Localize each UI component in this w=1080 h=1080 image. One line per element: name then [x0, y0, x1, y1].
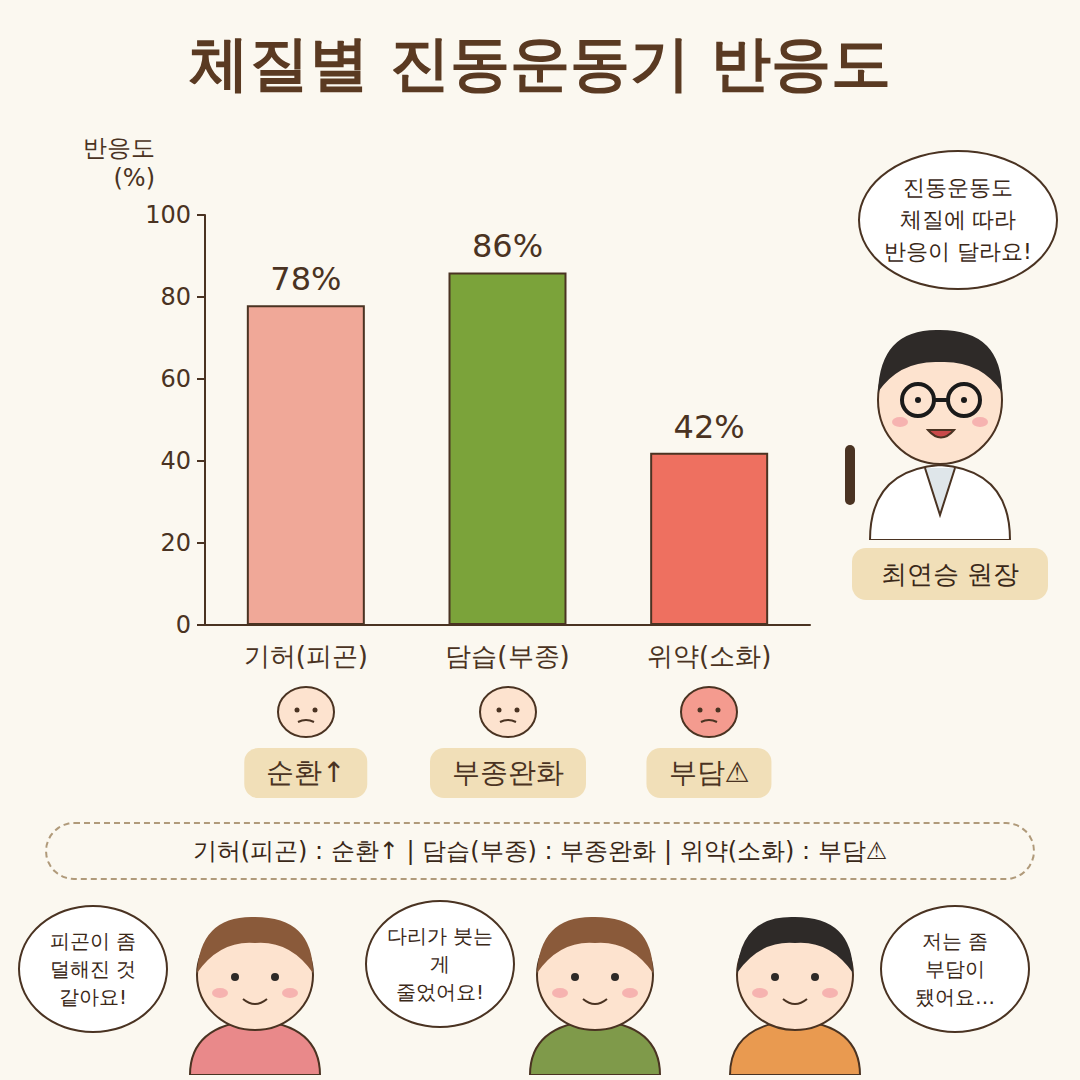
svg-text:(%): (%) — [113, 164, 155, 192]
svg-text:0: 0 — [176, 611, 191, 639]
svg-text:40: 40 — [160, 447, 191, 475]
svg-text:80: 80 — [160, 283, 191, 311]
svg-text:86%: 86% — [472, 227, 543, 265]
svg-text:위약(소화): 위약(소화) — [647, 641, 771, 671]
svg-text:기허(피곤): 기허(피곤) — [244, 641, 368, 671]
html-text:부담⚠: 부담⚠ — [668, 756, 750, 789]
svg-text:60: 60 — [160, 365, 191, 393]
html-text:기허(피곤) : 순환↑ | 담습(부종) : 부종완화 |: 기허(피곤) : 순환↑ | 담습(부종) : 부종완화 | 위약(소화) : … — [192, 837, 888, 865]
html-text:진동운동도 체질에 따라 반응이 달라요!: 진동운동도 체질에 따라 반응이 달라요! — [884, 175, 1032, 264]
html-text:부종완화: 부종완화 — [451, 756, 564, 789]
html-text:최연승 원장: 최연승 원장 — [880, 559, 1020, 589]
html-text:다리가 붓는 게 줄었어요!: 다리가 붓는 게 줄었어요! — [386, 924, 494, 1004]
html-text:저는 좀 부담이 됐어요…: 저는 좀 부담이 됐어요… — [915, 929, 995, 1009]
svg-text:78%: 78% — [270, 260, 341, 298]
svg-text:20: 20 — [160, 529, 191, 557]
html-text:피곤이 좀 덜해진 것 같아요!: 피곤이 좀 덜해진 것 같아요! — [49, 929, 137, 1009]
svg-text:100: 100 — [145, 201, 191, 229]
svg-text:체질별 진동운동기 반응도: 체질별 진동운동기 반응도 — [189, 28, 891, 98]
svg-text:담습(부종): 담습(부종) — [445, 641, 569, 671]
svg-text:42%: 42% — [674, 408, 745, 446]
svg-text:반응도: 반응도 — [83, 134, 155, 162]
html-text:순환↑: 순환↑ — [266, 756, 346, 789]
